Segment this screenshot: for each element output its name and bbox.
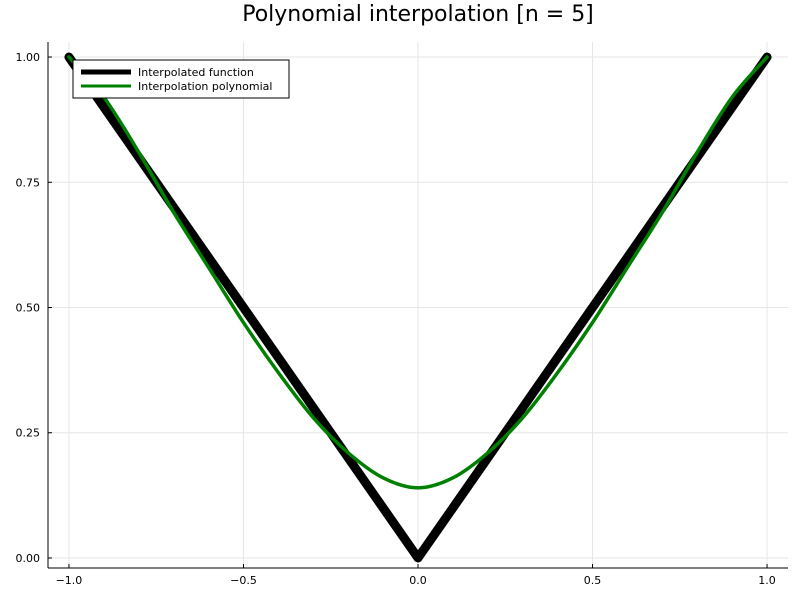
plot-series (64, 52, 772, 563)
series-line-1 (67, 55, 769, 490)
x-tick-label: −0.5 (230, 574, 257, 587)
chart-title: Polynomial interpolation [n = 5] (242, 2, 594, 27)
y-tick-label: 0.00 (16, 552, 41, 565)
x-tick-label: 1.0 (758, 574, 776, 587)
legend-box (72, 59, 290, 99)
tick-labels: −1.0 −0.5 0.0 0.5 1.0 0.00 0.25 0.50 0.75 1.00 (16, 51, 776, 587)
y-tick-label: 0.25 (16, 427, 41, 440)
y-tick-label: 1.00 (16, 51, 41, 64)
x-tick-label: 0.0 (409, 574, 427, 587)
x-tick-label: −1.0 (56, 574, 83, 587)
legend-label-0: Interpolated function (138, 66, 254, 79)
x-tick-label: 0.5 (584, 574, 602, 587)
y-tick-label: 0.75 (16, 176, 41, 189)
legend-label-1: Interpolation polynomial (138, 80, 272, 93)
y-tick-label: 0.50 (16, 302, 41, 315)
series-line-0 (64, 52, 772, 563)
